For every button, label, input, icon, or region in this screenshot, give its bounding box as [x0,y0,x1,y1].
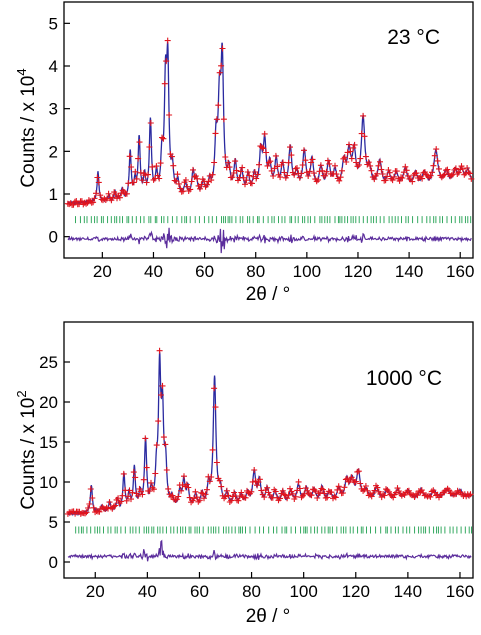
y-tick-label: 10 [39,473,58,492]
y-ticks: 0 1 2 3 4 5 [49,14,70,247]
y-tick-label: 3 [49,100,58,119]
x-tick-label: 160 [446,262,474,281]
y-axis-label: Counts / x 104 [14,68,39,187]
x-ticks: 20 40 60 80 100 120 140 160 [93,252,474,281]
y-tick-label: 5 [49,14,58,33]
y-tick-label: 5 [49,513,58,532]
x-tick-label: 140 [394,582,422,601]
x-tick-label: 140 [395,262,423,281]
chart-panel-23C: 20 40 60 80 100 120 140 160 0 1 2 3 4 5 23 °C 2θ / °… [14,1,475,305]
x-tick-label: 60 [195,262,214,281]
y-tick-label: 4 [49,57,58,76]
y-axis-label-exponent: 4 [14,68,29,75]
observed-data-points [64,347,474,517]
difference-curve [67,227,472,254]
y-axis-label-base: Counts / x 10 [18,76,39,188]
x-tick-label: 80 [246,262,265,281]
reflection-position-ticks [75,526,472,534]
x-tick-label: 100 [293,262,321,281]
y-tick-label: 25 [39,353,58,372]
reflection-position-ticks [75,216,472,224]
y-tick-label: 15 [39,433,58,452]
observed-data-points [64,37,475,208]
x-ticks: 20 40 60 80 100 120 140 160 [86,572,474,601]
x-tick-label: 160 [446,582,474,601]
y-axis-label: Counts / x 102 [14,390,39,509]
difference-curve [67,539,472,562]
y-tick-label: 2 [49,142,58,161]
x-tick-label: 60 [190,582,209,601]
x-tick-label: 120 [344,262,372,281]
data-layer [64,37,475,254]
x-tick-label: 40 [144,262,163,281]
x-axis-label: 2θ / ° [246,284,291,305]
temperature-label: 1000 °C [366,367,442,390]
data-layer [64,347,474,562]
y-ticks: 0 5 10 15 20 25 [39,353,70,572]
x-tick-label: 20 [86,582,105,601]
plot-frame [63,1,474,259]
x-tick-label: 40 [138,582,157,601]
y-tick-label: 0 [49,228,58,247]
y-tick-label: 20 [39,393,58,412]
y-axis-label-base: Counts / x 10 [18,398,39,510]
y-tick-label: 1 [49,185,58,204]
x-tick-label: 120 [342,582,370,601]
plot-frame [63,321,474,579]
temperature-label: 23 °C [387,26,440,49]
x-axis-label: 2θ / ° [246,606,291,627]
y-tick-label: 0 [49,553,58,572]
x-tick-label: 100 [289,582,317,601]
x-tick-label: 80 [242,582,261,601]
x-tick-label: 20 [93,262,112,281]
y-axis-label-exponent: 2 [14,390,29,397]
